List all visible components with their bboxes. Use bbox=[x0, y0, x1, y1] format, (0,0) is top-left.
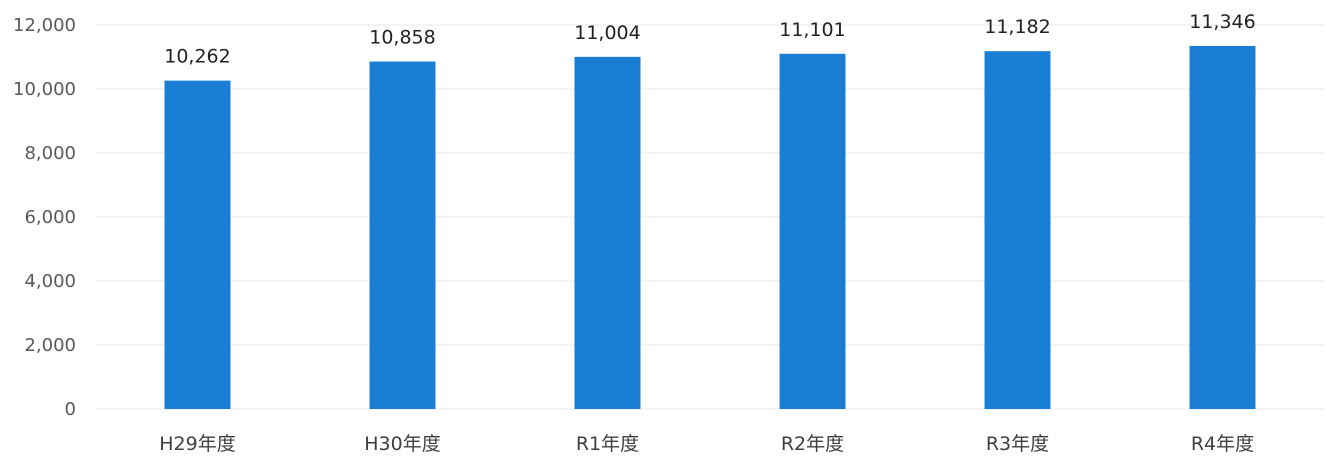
x-category-label: R3年度 bbox=[986, 433, 1049, 455]
y-tick-label: 0 bbox=[65, 399, 76, 420]
bar bbox=[779, 53, 846, 409]
x-axis-category-labels: H29年度 H30年度 R1年度 R2年度 R3年度 R4年度 bbox=[159, 433, 1254, 455]
bar-data-label: 11,101 bbox=[779, 19, 845, 41]
data-labels: 10,262 10,858 11,004 11,101 11,182 11,346 bbox=[164, 11, 1255, 68]
x-category-label: H29年度 bbox=[159, 433, 235, 455]
bar bbox=[574, 56, 641, 409]
bar-data-label: 10,858 bbox=[369, 27, 435, 49]
y-tick-label: 10,000 bbox=[13, 79, 76, 100]
bar bbox=[164, 80, 231, 409]
bar bbox=[1189, 45, 1256, 409]
y-tick-label: 12,000 bbox=[13, 15, 76, 36]
x-category-label: R4年度 bbox=[1191, 433, 1254, 455]
bar bbox=[369, 61, 436, 409]
bar-data-label: 11,346 bbox=[1189, 11, 1255, 33]
bar-data-label: 11,004 bbox=[574, 22, 640, 44]
y-tick-label: 8,000 bbox=[24, 143, 76, 164]
bar-data-label: 10,262 bbox=[164, 46, 230, 68]
x-category-label: H30年度 bbox=[364, 433, 440, 455]
y-tick-label: 6,000 bbox=[24, 207, 76, 228]
gridlines bbox=[95, 24, 1325, 410]
bar bbox=[984, 51, 1051, 410]
bar-data-label: 11,182 bbox=[984, 16, 1050, 38]
bars bbox=[164, 45, 1256, 410]
y-tick-label: 4,000 bbox=[24, 271, 76, 292]
x-category-label: R2年度 bbox=[781, 433, 844, 455]
x-category-label: R1年度 bbox=[576, 433, 639, 455]
y-axis-tick-labels: 0 2,000 4,000 6,000 8,000 10,000 12,000 bbox=[13, 15, 76, 420]
y-tick-label: 2,000 bbox=[24, 335, 76, 356]
